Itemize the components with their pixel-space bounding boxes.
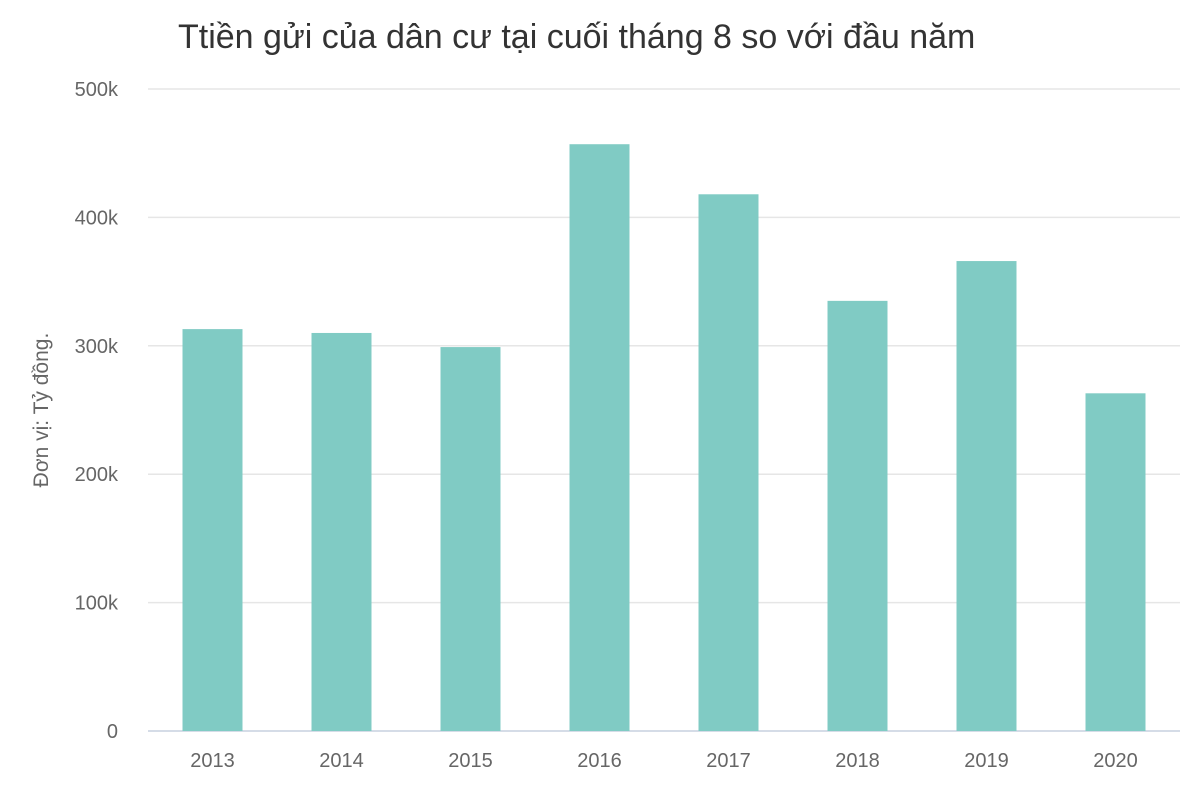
bar-2013 bbox=[182, 329, 243, 731]
x-tick-layer: 2013 2014 2015 2016 2017 2018 2019 2020 bbox=[190, 750, 1138, 772]
chart-title: Ttiền gửi của dân cư tại cuối tháng 8 so… bbox=[178, 18, 975, 56]
y-tick-layer: 0 100k 200k 300k 400k 500k bbox=[75, 79, 119, 743]
bar-layer bbox=[182, 144, 1146, 732]
x-tick-label-2014: 2014 bbox=[319, 750, 364, 772]
bar-2016 bbox=[569, 144, 630, 731]
x-tick-label-2020: 2020 bbox=[1093, 750, 1138, 772]
y-axis-label: Đơn vị: Tỷ đồng. bbox=[30, 333, 53, 488]
y-tick-label: 400k bbox=[75, 207, 119, 229]
x-tick-label-2018: 2018 bbox=[835, 750, 880, 772]
x-tick-label-2016: 2016 bbox=[577, 750, 622, 772]
bar-2015 bbox=[440, 347, 501, 731]
x-tick-label-2017: 2017 bbox=[706, 750, 751, 772]
bar-2019 bbox=[956, 261, 1017, 731]
y-tick-label: 0 bbox=[107, 721, 118, 743]
bar-2018 bbox=[827, 300, 888, 731]
x-tick-label-2015: 2015 bbox=[448, 750, 493, 772]
bar-2014 bbox=[311, 332, 372, 731]
bar-2020 bbox=[1085, 393, 1146, 731]
y-tick-label: 500k bbox=[75, 79, 119, 101]
y-tick-label: 200k bbox=[75, 464, 119, 486]
x-tick-label-2013: 2013 bbox=[190, 750, 235, 772]
bar-2017 bbox=[698, 194, 759, 732]
grid-layer bbox=[148, 88, 1180, 732]
y-tick-label: 300k bbox=[75, 336, 119, 358]
x-tick-label-2019: 2019 bbox=[964, 750, 1009, 772]
y-tick-label: 100k bbox=[75, 593, 119, 615]
